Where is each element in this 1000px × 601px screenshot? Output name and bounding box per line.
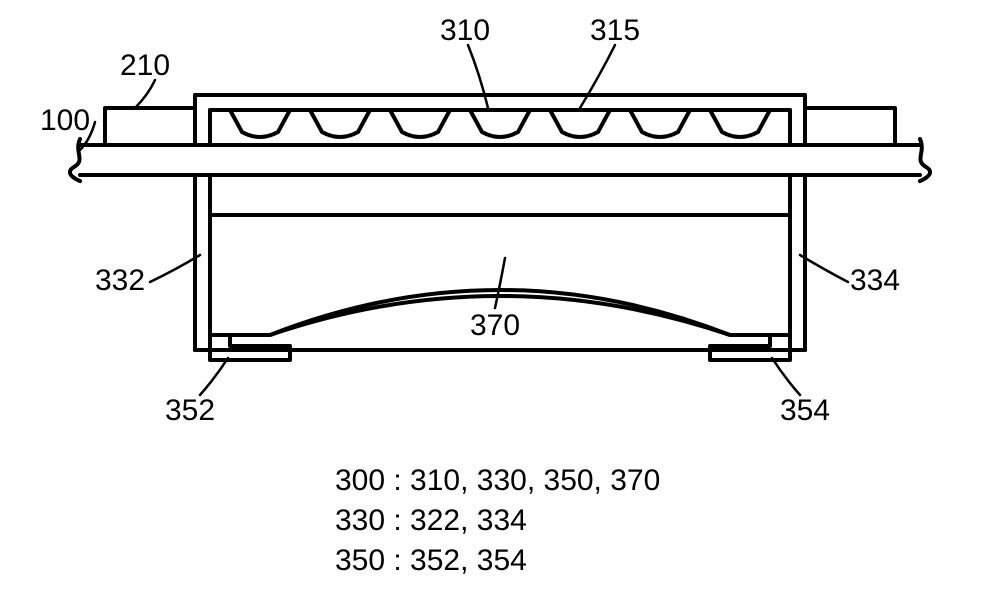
label-310: 310 xyxy=(440,14,490,47)
leader-l315 xyxy=(580,45,615,108)
label-354: 354 xyxy=(780,394,830,427)
leader-l354 xyxy=(772,358,800,395)
label-334: 334 xyxy=(850,264,900,297)
label-210: 210 xyxy=(120,49,170,82)
diagram-canvas: 100 210 310 315 332 334 352 354 370 300 : 310, 3… xyxy=(0,0,1000,601)
label-332: 332 xyxy=(95,264,145,297)
leader-l370 xyxy=(495,258,505,308)
label-100: 100 xyxy=(40,104,90,137)
leader-l332 xyxy=(150,255,200,282)
legend-line-330: 330 : 322, 334 xyxy=(335,504,527,537)
leader-l210 xyxy=(135,80,155,108)
leader-l334 xyxy=(800,255,848,282)
label-352: 352 xyxy=(165,394,215,427)
leader-l310 xyxy=(468,45,488,108)
legend-line-300: 300 : 310, 330, 350, 370 xyxy=(335,464,660,497)
legend-line-350: 350 : 352, 354 xyxy=(335,544,527,577)
label-315: 315 xyxy=(590,14,640,47)
label-370: 370 xyxy=(470,309,520,342)
leader-l352 xyxy=(200,358,228,395)
